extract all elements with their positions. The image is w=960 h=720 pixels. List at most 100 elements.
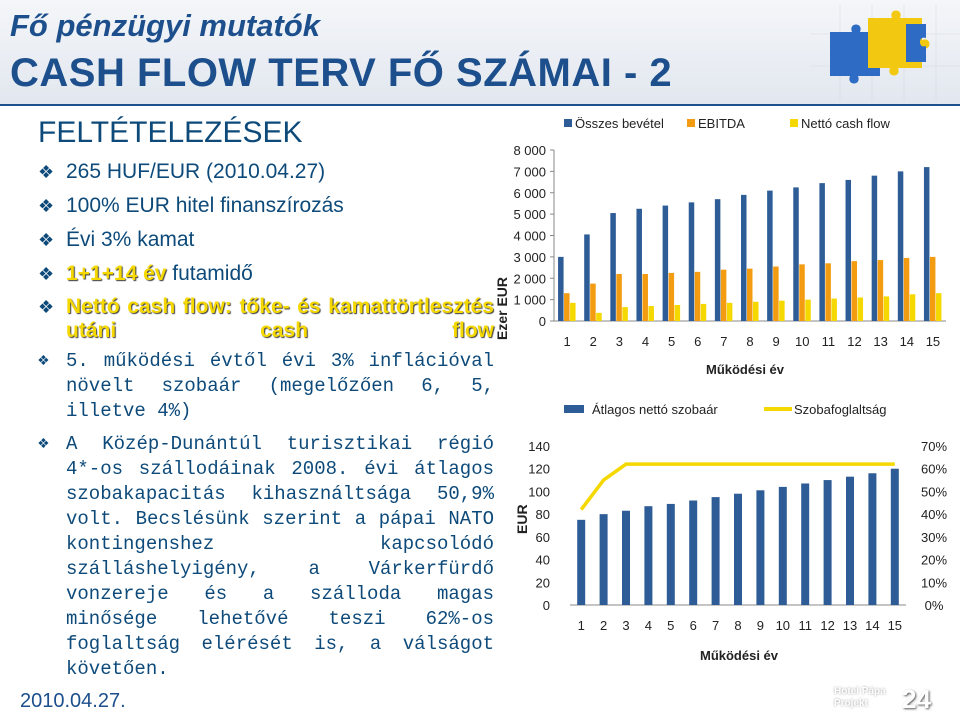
chart2-x-tick-label: 14: [865, 618, 879, 633]
chart1-bar-1: [819, 183, 825, 321]
chart1-x-tick-label: 3: [616, 334, 623, 349]
chart1-legend-swatch: [564, 119, 572, 127]
chart1-bar-2: [564, 293, 570, 321]
chart1-y-tick-label: 4 000: [513, 229, 546, 244]
diamond-bullet-icon: ❖: [38, 230, 55, 250]
chart2-y-tick-label: 0: [543, 598, 550, 613]
chart1-x-tick-label: 11: [822, 334, 836, 349]
chart2-y-tick-label: 40: [536, 553, 550, 568]
chart2-x-tick-label: 7: [712, 618, 719, 633]
chart2-bar: [846, 476, 854, 605]
chart1-bar-1: [897, 171, 904, 321]
chart2-bar: [868, 473, 877, 605]
chart1-y-tick-label: 3 000: [513, 250, 546, 265]
chart2-bar: [689, 500, 698, 605]
chart1-x-tick-label: 13: [873, 334, 887, 349]
chart1-bar-2: [773, 266, 779, 321]
chart2-y2-tick-label: 40%: [921, 507, 947, 522]
chart1-legend-label: Nettó cash flow: [801, 116, 890, 131]
chart2-y2-tick-label: 70%: [921, 439, 947, 454]
chart2-bar: [711, 497, 720, 605]
chart1-bar-1: [584, 234, 590, 321]
bullet-occupancy: ❖ A Közép-Dunántúl turisztikai régió 4*-…: [38, 433, 494, 680]
chart1-bar-2: [799, 264, 805, 321]
chart2-legend-label-bar: Átlagos nettó szobaár: [592, 402, 718, 417]
cash-flow-chart: Ezer EUR Működési év 0 1 000 2 000 3 000 4 0…: [494, 116, 946, 376]
chart2-bar: [644, 506, 653, 605]
bullet-exchange-rate: ❖ 265 HUF/EUR (2010.04.27): [38, 160, 326, 183]
chart2-x-tick-label: 1: [578, 618, 585, 633]
diamond-bullet-icon: ❖: [38, 351, 49, 371]
chart2-xlabel: Működési év: [700, 648, 779, 663]
chart2-y-tick-label: 140: [528, 439, 550, 454]
slide-title: CASH FLOW TERV FŐ SZÁMAI - 2: [10, 51, 673, 95]
chart2-legend-swatch-bar: [564, 405, 584, 413]
bullet-term: ❖ 1+1+14 év futamidő: [38, 262, 253, 285]
chart2-y-tick-label: 20: [536, 575, 550, 590]
chart1-bar-3: [805, 299, 811, 321]
chart1-x-tick-label: 10: [795, 334, 809, 349]
slide-subtitle: Fő pénzügyi mutatók: [10, 8, 320, 43]
section-heading: FELTÉTELEZÉSEK: [38, 116, 303, 149]
arrow-bullet-icon: ❖: [38, 264, 55, 284]
chart1-y-tick-label: 2 000: [513, 271, 546, 286]
header-divider: [0, 104, 960, 106]
chart2-occupancy-line: [579, 462, 895, 511]
chart2-ylabel: EUR: [514, 504, 530, 534]
chart1-bar-2: [694, 271, 701, 321]
chart2-bar: [577, 519, 586, 605]
chart1-bar-3: [857, 297, 864, 321]
diamond-bullet-icon: ❖: [38, 196, 55, 216]
chart2-x-tick-label: 9: [757, 618, 764, 633]
chart2-x-tick-label: 11: [798, 618, 812, 633]
chart2-x-tick-label: 4: [645, 618, 652, 633]
chart1-y-tick-label: 1 000: [513, 293, 546, 308]
chart2-bar: [756, 490, 765, 605]
chart2-y-tick-label: 120: [528, 462, 550, 477]
chart2-bar: [666, 503, 675, 605]
chart2-y2-tick-label: 0%: [925, 598, 944, 613]
chart1-legend-swatch: [687, 119, 695, 127]
chart1-x-tick-label: 8: [746, 334, 753, 349]
chart2-bar: [890, 468, 899, 605]
chart1-y-tick-label: 8 000: [513, 143, 546, 158]
net-cash-flow-text: Nettó cash flow: tőke- és kamattörtleszt…: [66, 295, 494, 342]
bullet-financing: ❖ 100% EUR hitel finanszírozás: [38, 194, 344, 217]
chart1-bar-1: [662, 205, 669, 321]
chart1-bar-1: [636, 208, 642, 321]
chart1-x-tick-label: 6: [694, 334, 701, 349]
chart1-x-tick-label: 14: [900, 334, 914, 349]
chart1-bar-3: [674, 304, 681, 321]
page-number: 24: [902, 684, 931, 714]
chart1-legend-label: Összes bevétel: [575, 116, 664, 131]
chart1-bar-2: [616, 273, 622, 321]
chart2-x-tick-label: 5: [667, 618, 674, 633]
bullet-interest: ❖ Évi 3% kamat: [38, 228, 195, 251]
chart2-x-tick-label: 3: [622, 618, 629, 633]
chart1-bar-3: [935, 293, 942, 321]
chart1-bar-1: [871, 175, 878, 321]
header-band: [0, 0, 960, 104]
chart1-x-tick-label: 12: [847, 334, 861, 349]
chart1-bar-2: [877, 260, 884, 321]
chart2-x-tick-label: 6: [690, 618, 697, 633]
chart1-bar-1: [558, 256, 564, 321]
chart2-y2-tick-label: 20%: [921, 553, 947, 568]
bullet-room-price: ❖ 5. működési évtől évi 3% inflációval n…: [38, 350, 494, 422]
diamond-bullet-icon: ❖: [38, 162, 55, 182]
chart1-bar-3: [753, 301, 759, 321]
puzzle-logo-icon: [810, 4, 960, 100]
bullet-net-cash-flow: ❖ Nettó cash flow: tőke- és kamattörtles…: [38, 295, 494, 343]
chart2-y2-tick-label: 10%: [921, 575, 947, 590]
chart1-bar-3: [726, 302, 733, 321]
chart1-bar-3: [909, 294, 916, 321]
chart2-y2-tick-label: 30%: [921, 530, 947, 545]
chart2-bar: [801, 483, 810, 605]
chart2-bar: [622, 510, 630, 605]
chart1-bar-1: [714, 199, 721, 321]
chart1-bar-3: [779, 300, 785, 321]
chart1-bar-2: [590, 283, 596, 321]
chart1-y-tick-label: 0: [539, 314, 546, 329]
chart2-bar: [823, 480, 832, 605]
chart1-bar-3: [883, 296, 890, 321]
